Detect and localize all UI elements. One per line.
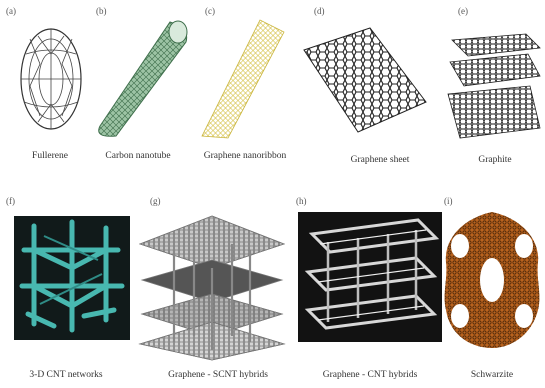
panel-caption: Fullerene xyxy=(32,151,68,161)
graphene-sheet-icon xyxy=(303,27,427,133)
schwarzite-icon xyxy=(444,212,540,348)
fullerene-icon xyxy=(20,28,82,130)
panel-letter: (a) xyxy=(6,6,16,16)
panel-caption: Schwarzite xyxy=(470,370,514,380)
panel-caption: Graphene - CNT hybrids xyxy=(322,370,418,380)
panel-letter: (h) xyxy=(296,196,307,206)
panel-caption: Graphite xyxy=(478,155,512,165)
graphene-scnt-hybrid-icon xyxy=(138,215,286,361)
panel-caption: Graphene sheet xyxy=(350,155,410,165)
panel-caption: Carbon nanotube xyxy=(105,151,171,161)
panel-caption: Graphene nanoribbon xyxy=(203,151,287,161)
cnt-network-icon xyxy=(14,216,130,340)
graphene-cnt-hybrid-icon xyxy=(298,212,442,342)
panel-letter: (g) xyxy=(150,196,161,206)
panel-letter: (i) xyxy=(444,196,453,206)
panel-letter: (e) xyxy=(458,6,468,16)
graphene-nanoribbon-icon xyxy=(201,19,285,139)
panel-letter: (f) xyxy=(6,196,15,206)
panel-caption: Graphene - SCNT hybrids xyxy=(168,370,268,380)
panel-letter: (c) xyxy=(205,6,215,16)
carbon-nanotube-icon xyxy=(98,20,188,137)
panel-letter: (d) xyxy=(314,6,325,16)
graphite-icon xyxy=(447,33,541,139)
panel-caption: 3-D CNT networks xyxy=(29,370,103,380)
panel-letter: (b) xyxy=(96,6,107,16)
